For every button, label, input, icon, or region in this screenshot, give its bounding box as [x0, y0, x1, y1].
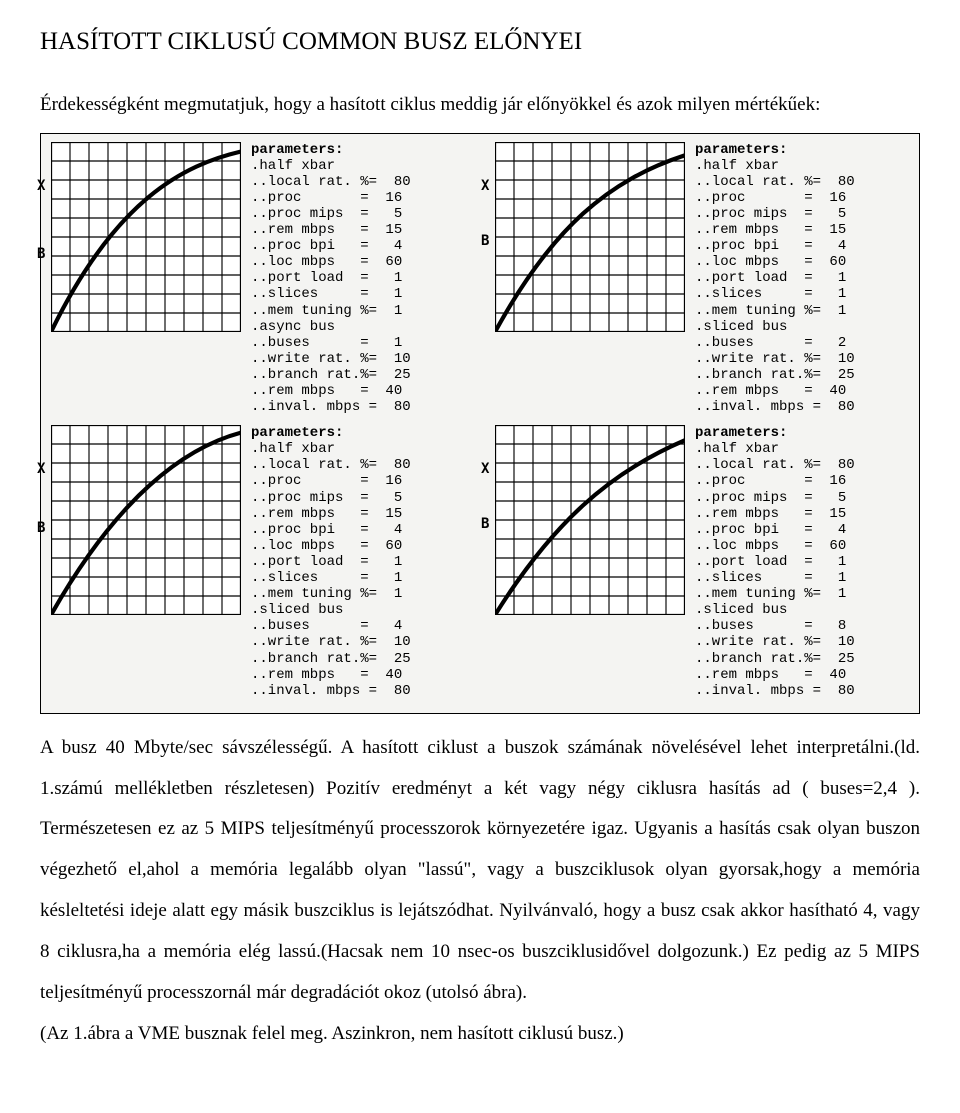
body-paragraph: A busz 40 Mbyte/sec sávszélességű. A has… [40, 728, 920, 1014]
chart-panel: XBparameters: .half xbar ..local rat. %=… [495, 425, 909, 699]
chart-params: parameters: .half xbar ..local rat. %= 8… [695, 142, 855, 416]
chart-grid: XB [51, 425, 241, 615]
chart-marker-x: X [37, 178, 45, 194]
chart-panel: XBparameters: .half xbar ..local rat. %=… [51, 142, 465, 416]
chart-params: parameters: .half xbar ..local rat. %= 8… [695, 425, 855, 699]
chart-marker-b: B [481, 516, 489, 532]
chart-params: parameters: .half xbar ..local rat. %= 8… [251, 142, 411, 416]
chart-params: parameters: .half xbar ..local rat. %= 8… [251, 425, 411, 699]
chart-marker-b: B [37, 246, 45, 262]
chart-grid: XB [51, 142, 241, 332]
chart-marker-x: X [481, 178, 489, 194]
chart-marker-b: B [37, 520, 45, 536]
figure-box: XBparameters: .half xbar ..local rat. %=… [40, 133, 920, 714]
chart-marker-x: X [37, 461, 45, 477]
chart-grid: XB [495, 425, 685, 615]
footnote-paragraph: (Az 1.ábra a VME busznak felel meg. Aszi… [40, 1014, 920, 1055]
chart-panel: XBparameters: .half xbar ..local rat. %=… [51, 425, 465, 699]
chart-marker-x: X [481, 461, 489, 477]
page-title: HASÍTOTT CIKLUSÚ COMMON BUSZ ELŐNYEI [40, 28, 920, 56]
lead-paragraph: Érdekességként megmutatjuk, hogy a hasít… [40, 92, 920, 119]
chart-panel: XBparameters: .half xbar ..local rat. %=… [495, 142, 909, 416]
chart-grid: XB [495, 142, 685, 332]
chart-marker-b: B [481, 233, 489, 249]
